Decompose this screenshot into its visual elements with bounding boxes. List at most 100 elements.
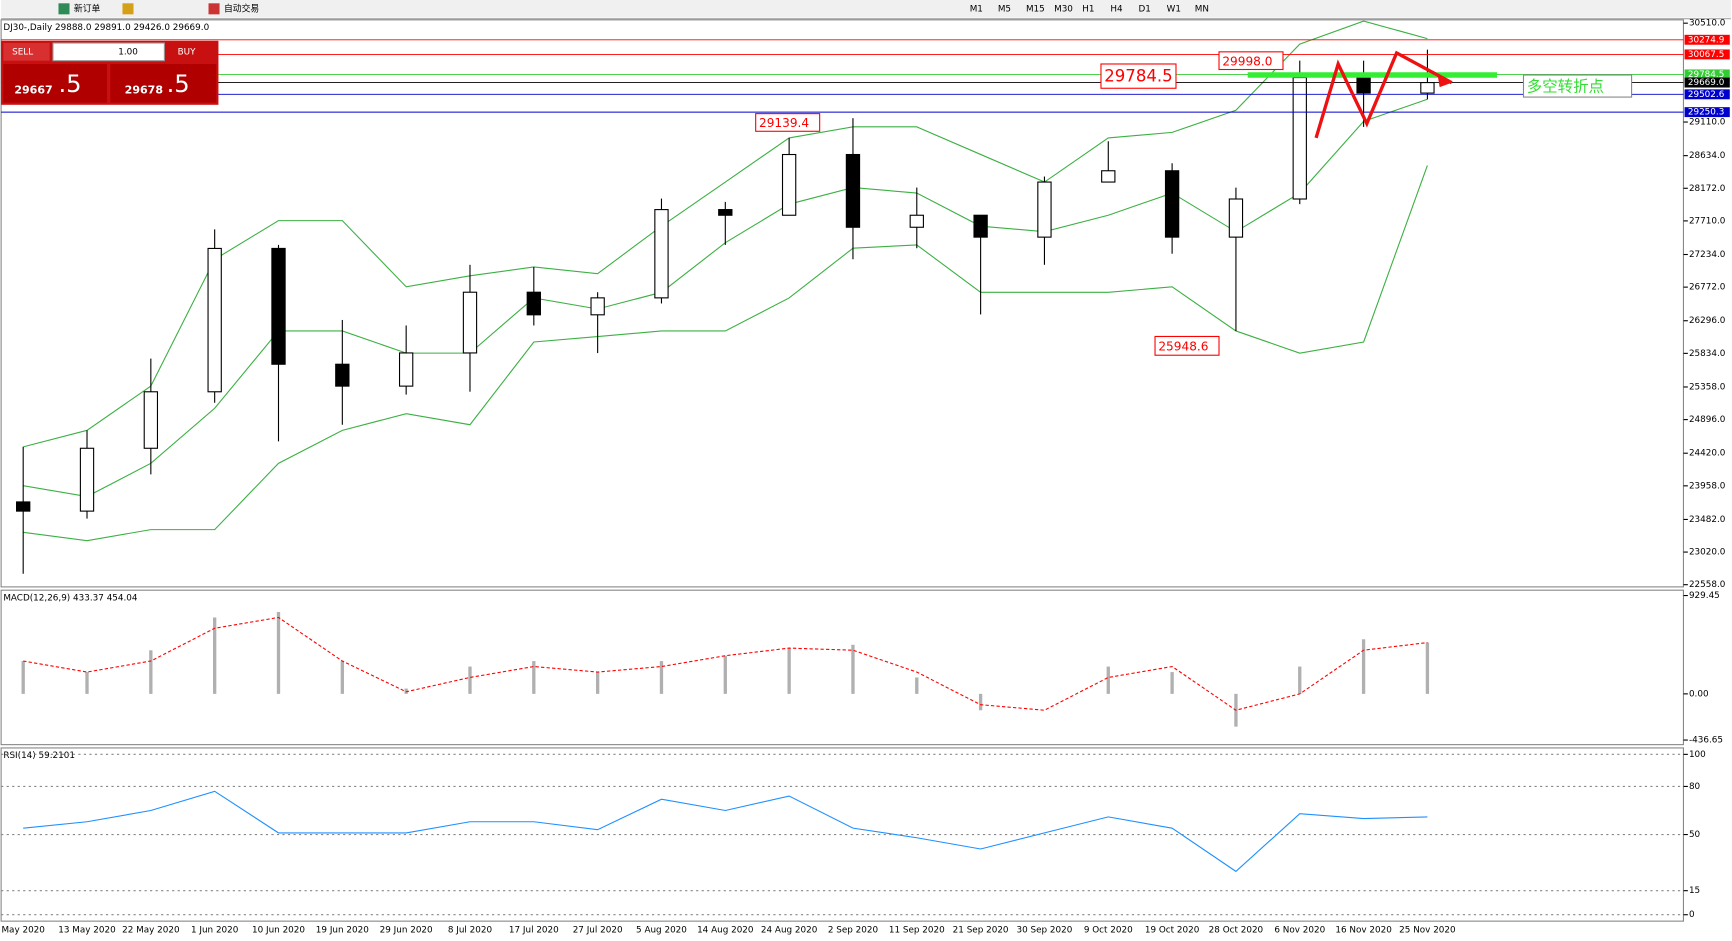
price-level-tag — [1684, 49, 1730, 60]
x-tick-label: 14 Aug 2020 — [697, 925, 754, 935]
price-level-tag — [1684, 69, 1730, 80]
new-order-button[interactable]: 新订单 — [74, 2, 101, 14]
rsi-line — [23, 790, 1428, 873]
timeframe-button[interactable]: MN — [1195, 4, 1209, 14]
bollinger-upper — [23, 20, 1428, 448]
y-tick-label: 26772.0 — [1689, 283, 1726, 293]
y-tick-label: 24896.0 — [1689, 415, 1726, 425]
x-tick-label: 30 Sep 2020 — [1017, 925, 1073, 935]
lot-input[interactable] — [52, 42, 165, 62]
timeframe-button[interactable]: M30 — [1054, 4, 1073, 14]
candle-body — [1420, 82, 1435, 94]
price-level-tag — [1684, 77, 1730, 88]
toolbar-icon[interactable] — [122, 3, 134, 15]
x-tick-label: 29 Jun 2020 — [380, 925, 433, 935]
macd-bar — [1298, 666, 1302, 694]
y-tick-label: 28172.0 — [1689, 184, 1726, 194]
bid-box[interactable] — [3, 63, 108, 103]
auto-trading-icon[interactable] — [208, 3, 220, 15]
macd-bar — [276, 611, 281, 694]
y-tick-label: 30510.0 — [1689, 19, 1726, 29]
candle-body — [271, 247, 286, 365]
candle-body — [1228, 198, 1244, 238]
timeframe-button[interactable]: M5 — [998, 4, 1011, 14]
annotation-box — [1218, 51, 1284, 71]
new-order-icon[interactable] — [58, 3, 70, 15]
timeframe-button[interactable]: M1 — [970, 4, 983, 14]
timeframe-button[interactable]: D1 — [1138, 4, 1150, 14]
panel-title: RSI(14) 59.2101 — [3, 751, 75, 761]
macd-bar — [978, 693, 983, 711]
bid-fraction[interactable]: .5 — [58, 69, 81, 98]
candle-body — [1101, 170, 1116, 183]
macd-bar — [1170, 672, 1174, 694]
price-level-label: 29784.5 — [1688, 70, 1724, 80]
y-tick-label: 80 — [1689, 782, 1701, 792]
candle-body — [654, 209, 669, 299]
timeframes: M1 M5 M15 M30 H1 H4 D1 W1 MN — [970, 4, 1209, 14]
y-tick-label: -436.65 — [1689, 736, 1723, 746]
price-level-tag — [1684, 89, 1730, 100]
bid-price[interactable]: 29667 — [14, 83, 52, 96]
annotation-box — [755, 113, 821, 132]
timeframe-button[interactable]: W1 — [1167, 4, 1181, 14]
ask-box[interactable] — [110, 63, 217, 103]
x-tick-label: 2 Sep 2020 — [828, 925, 879, 935]
candle-body — [909, 214, 924, 228]
buy-label[interactable]: BUY — [178, 47, 196, 57]
timeframe-button[interactable]: H4 — [1110, 4, 1123, 14]
price-level-label: 30274.9 — [1688, 35, 1724, 45]
y-tick-label: 0 — [1689, 910, 1695, 920]
candle-body — [335, 363, 350, 387]
macd-bar — [340, 661, 344, 694]
bollinger-lower — [23, 165, 1428, 542]
timeframe-button[interactable]: H1 — [1082, 4, 1094, 14]
x-tick-label: 28 Oct 2020 — [1209, 925, 1264, 935]
macd-bar — [532, 661, 536, 694]
y-tick-label: 28634.0 — [1689, 151, 1726, 161]
x-tick-label: 19 Oct 2020 — [1145, 925, 1200, 935]
macd-bar — [1361, 639, 1366, 694]
x-tick-label: 13 May 2020 — [58, 925, 116, 935]
candle-body — [526, 291, 541, 316]
sell-button[interactable] — [3, 43, 50, 61]
lot-value[interactable]: 1.00 — [118, 47, 138, 57]
price-level-tag — [1684, 34, 1730, 45]
macd-bar — [149, 650, 153, 694]
x-tick-label: 5 Aug 2020 — [636, 925, 687, 935]
y-tick-label: 0.00 — [1689, 689, 1709, 699]
x-tick-label: 10 Jun 2020 — [252, 925, 305, 935]
macd-panel — [0, 589, 1684, 746]
candle-body — [1037, 181, 1052, 238]
annotation-box — [1522, 74, 1633, 98]
y-tick-label: 29110.0 — [1689, 118, 1726, 128]
x-tick-label: 16 Nov 2020 — [1335, 925, 1392, 935]
ask-price[interactable]: 29678 — [125, 83, 163, 96]
price-level-tag — [1684, 107, 1730, 118]
macd-bar — [851, 644, 855, 694]
x-tick-label: 9 Oct 2020 — [1084, 925, 1133, 935]
macd-bar — [723, 655, 727, 694]
price-level-label: 29250.3 — [1688, 108, 1724, 118]
x-tick-label: 19 Jun 2020 — [316, 925, 369, 935]
timeframe-button[interactable]: M15 — [1026, 4, 1045, 14]
y-tick-label: 100 — [1689, 750, 1706, 760]
candle-body — [718, 209, 733, 216]
x-tick-label: 21 Sep 2020 — [953, 925, 1009, 935]
x-tick-label: 22 May 2020 — [122, 925, 180, 935]
annotation: 29784.5 — [1104, 67, 1172, 86]
annotation-box — [1154, 335, 1220, 356]
candle-body — [590, 297, 605, 316]
macd-bar — [1106, 666, 1110, 694]
candle-body — [207, 247, 222, 393]
x-tick-label: 11 Sep 2020 — [889, 925, 945, 935]
y-tick-label: 22558.0 — [1689, 580, 1726, 590]
macd-bar — [213, 617, 217, 694]
toolbar — [1, 0, 1731, 18]
auto-trading-button[interactable]: 自动交易 — [224, 2, 259, 14]
macd-bar — [787, 648, 791, 694]
zigzag-drawing — [1314, 50, 1453, 139]
ask-fraction[interactable]: .5 — [167, 69, 190, 98]
sell-label[interactable]: SELL — [12, 47, 33, 57]
